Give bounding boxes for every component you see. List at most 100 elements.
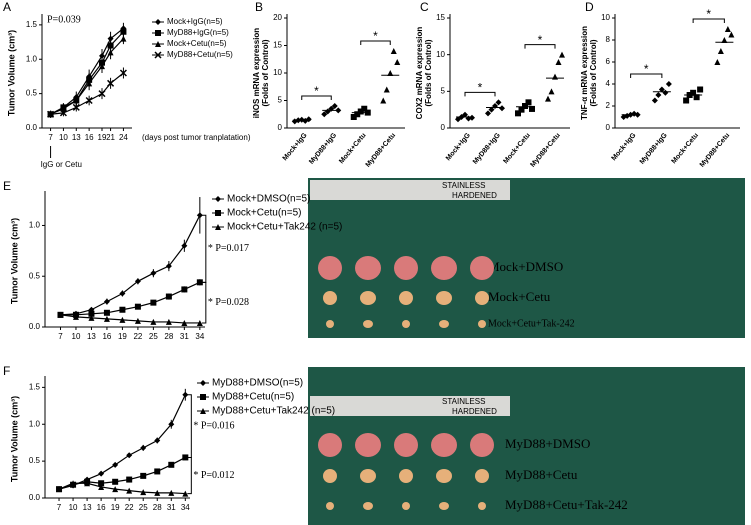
marker: [717, 48, 724, 54]
marker: [72, 103, 80, 111]
marker: [150, 299, 157, 306]
marker: [724, 26, 731, 32]
marker: [168, 421, 175, 428]
annotation: * P=0.017: [208, 243, 249, 254]
axes: [449, 14, 570, 129]
panel-letter: E: [3, 179, 11, 193]
y-tick-label: 0.0: [26, 123, 38, 132]
marker: [548, 88, 555, 95]
x-tick-label: 31: [180, 332, 189, 341]
marker: [665, 81, 672, 87]
x-tick-label: Mock+Cetu: [338, 132, 367, 165]
marker: [126, 476, 133, 483]
tumor: [402, 502, 410, 510]
y-axis-label: (Folds of Control): [589, 39, 598, 106]
marker: [165, 263, 172, 270]
y-tick-label: 0.5: [26, 89, 38, 98]
marker: [120, 35, 127, 42]
significance-label: *: [706, 7, 711, 21]
panel-letter: B: [255, 0, 263, 14]
marker: [529, 105, 535, 112]
x-tick-label: 25: [139, 503, 148, 512]
tumor: [478, 502, 486, 510]
marker: [196, 319, 203, 326]
bracket: [201, 281, 207, 324]
marker: [545, 95, 551, 102]
marker: [552, 73, 558, 80]
marker: [728, 31, 735, 38]
x-tick-label: 7: [58, 332, 63, 341]
marker: [88, 310, 95, 317]
photo-background: [308, 178, 745, 338]
legend-marker: [200, 408, 206, 414]
y-axis-label: (Folds of Control): [424, 39, 433, 106]
y-tick-label: 2: [606, 101, 611, 110]
marker: [112, 478, 119, 485]
x-tick-label: 24: [119, 133, 128, 142]
marker: [72, 313, 79, 320]
x-tick-label: Mock+IgG: [611, 132, 638, 163]
marker: [469, 114, 475, 121]
tumor: [439, 502, 449, 510]
legend-marker: [215, 196, 221, 202]
marker: [107, 49, 114, 56]
marker: [361, 105, 368, 112]
marker: [150, 270, 157, 277]
tumor: [402, 320, 410, 328]
legend-marker: [155, 19, 161, 25]
marker: [182, 454, 189, 461]
y-axis-label: COX2 mRNA expression: [415, 27, 424, 120]
marker: [714, 59, 721, 65]
marker: [112, 486, 119, 493]
tumor: [399, 469, 413, 483]
tumor: [436, 291, 452, 305]
y-axis-label: TNF-α mRNA expression: [580, 26, 589, 120]
legend-marker: [200, 380, 206, 386]
significance-bracket: [630, 73, 663, 78]
significance-bracket: [464, 91, 496, 97]
axes: [44, 191, 205, 328]
y-tick-label: 0: [278, 123, 283, 132]
y-tick-label: 0: [441, 123, 446, 132]
legend-label: MyD88+Cetu(n=5): [212, 392, 294, 403]
marker: [88, 314, 95, 321]
annotation: * P=0.016: [193, 420, 234, 431]
marker: [165, 318, 172, 325]
y-tick-label: 1.0: [29, 221, 41, 230]
marker: [383, 86, 390, 93]
x-tick-label: 10: [72, 332, 81, 341]
photo-f: STAINLESS HARDENED MyD88+DMSO MyD88+Cetu…: [308, 367, 745, 525]
y-tick-label: 15: [436, 13, 445, 22]
y-axis-label: (Folds of Control): [261, 39, 270, 106]
marker: [73, 97, 80, 104]
annotation: IgG or Cetu: [41, 160, 82, 169]
legend-marker: [154, 51, 162, 59]
marker: [103, 298, 110, 305]
marker: [107, 79, 115, 87]
legend-label: MyD88+DMSO(n=5): [212, 378, 303, 389]
y-tick-label: 0.0: [29, 322, 41, 331]
tumor: [394, 433, 418, 457]
marker: [165, 293, 172, 300]
legend-label: MyD88+Cetu+Tak242 (n=5): [212, 406, 335, 417]
x-tick-label: 10: [69, 503, 78, 512]
marker: [134, 303, 141, 310]
marker: [181, 319, 188, 326]
marker: [522, 103, 528, 109]
marker: [98, 483, 105, 490]
y-axis-label: Tumor Volume (cm³): [6, 30, 16, 116]
x-tick-label: MyD88+Cetu: [529, 132, 562, 169]
marker: [651, 97, 658, 104]
marker: [321, 111, 328, 118]
significance-bracket: [301, 95, 332, 100]
marker: [84, 480, 91, 487]
x-tick-label: MyD88+IgG: [472, 132, 502, 166]
x-tick-label: 21: [106, 133, 115, 142]
tumor: [318, 256, 342, 280]
marker: [331, 103, 338, 109]
legend-marker: [215, 210, 221, 216]
photo-label: MyD88+Cetu+Tak-242: [505, 497, 628, 512]
tumor: [360, 291, 376, 305]
x-axis-label: (days post tumor tranplatation): [142, 133, 251, 142]
x-tick-label: Mock+Cetu: [502, 132, 531, 165]
